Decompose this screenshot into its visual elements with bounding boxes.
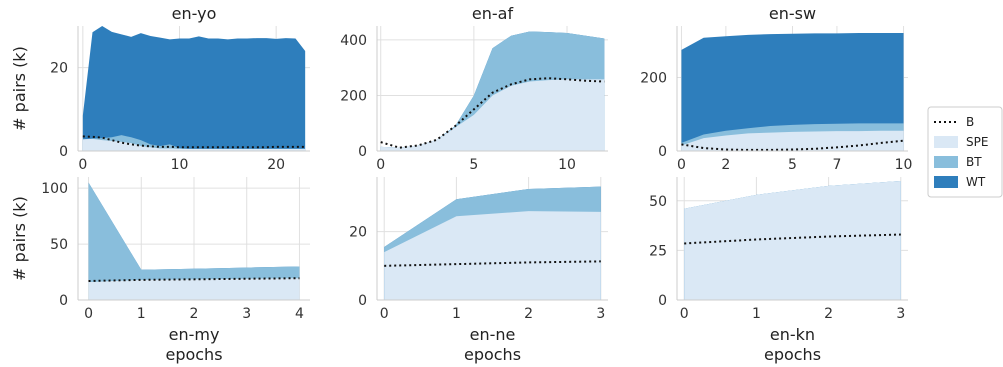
x-tick-label: 1 [752,306,761,322]
series-spe-area [384,211,601,300]
x-tick-label: 0 [84,306,93,322]
x-axis-label: epochs [764,345,821,364]
legend-wt-swatch [934,176,958,188]
y-axis-label: # pairs (k) [10,196,29,281]
subplot-title: en-sw [769,4,816,23]
x-axis-label: en-kn [770,325,815,344]
y-axis-label: # pairs (k) [10,46,29,131]
x-axis-label: epochs [165,345,222,364]
x-tick-label: 0 [78,157,87,173]
x-tick-label: 3 [896,306,905,322]
legend-wt-label: WT [966,175,986,189]
x-tick-label: 1 [452,306,461,322]
series-wt-area [681,32,904,152]
x-tick-label: 10 [171,157,189,173]
x-axis-label: en-my [169,325,220,344]
series-spe-area [380,79,605,151]
x-tick-label: 5 [469,157,478,173]
y-tick-label: 0 [358,144,367,160]
legend-spe-label: SPE [966,135,988,149]
x-tick-label: 0 [680,306,689,322]
y-tick-label: 0 [59,144,68,160]
series-b-line [681,139,904,151]
x-tick-label: 20 [267,157,285,173]
x-tick-label: 7 [832,157,841,173]
x-tick-label: 0 [380,306,389,322]
x-axis-label: epochs [464,345,521,364]
x-tick-label: 2 [190,306,199,322]
subplot-3: 0 2 5 7 10 0 200 en-sw [640,4,912,173]
y-tick-label: 200 [340,88,367,104]
legend-b-label: B [966,115,974,129]
series-spe-area [88,278,300,300]
series-b-line [684,233,901,245]
y-tick-label: 400 [340,33,367,49]
x-tick-label: 4 [295,306,304,322]
x-tick-label: 3 [242,306,251,322]
subplot-title: en-yo [172,4,217,23]
series-b-line [88,277,300,282]
legend-bt-label: BT [966,155,982,169]
series-spe-area [681,130,904,151]
x-tick-label: 2 [721,157,730,173]
legend-bt-swatch [934,156,958,168]
x-tick-label: 2 [824,306,833,322]
legend-spe-swatch [934,136,958,148]
series-b-line [380,77,605,149]
x-tick-label: 0 [376,157,385,173]
x-tick-label: 3 [596,306,605,322]
series-wt-area [82,26,306,151]
series-b-line [82,135,306,149]
y-tick-label: 0 [658,144,667,160]
y-tick-label: 0 [59,293,68,309]
y-tick-label: 25 [649,243,667,259]
x-tick-label: 10 [895,157,913,173]
x-tick-label: 5 [788,157,797,173]
series-bt-area [88,182,300,300]
series-spe-area [684,180,901,300]
subplot-title: en-af [472,4,514,23]
y-tick-label: 50 [50,237,68,253]
y-tick-label: 0 [658,293,667,309]
series-b-line [384,260,601,267]
y-tick-label: 200 [640,70,667,86]
y-tick-label: 20 [349,225,367,241]
legend-box [927,106,1003,198]
y-tick-label: 100 [41,181,68,197]
x-axis-label: en-ne [470,325,516,344]
x-tick-label: 10 [558,157,576,173]
y-tick-label: 20 [50,61,68,77]
x-tick-label: 1 [137,306,146,322]
subplot-1: 0 10 20 0 20 en-yo # pairs (k) [10,4,310,173]
y-tick-label: 50 [649,194,667,210]
x-tick-label: 2 [524,306,533,322]
y-tick-label: 0 [358,293,367,309]
x-tick-label: 0 [677,157,686,173]
series-spe-area [82,138,306,151]
legend: B SPE BT WT [927,106,1003,198]
subplot-2: 0 5 10 0 200 400 en-af [340,4,608,173]
